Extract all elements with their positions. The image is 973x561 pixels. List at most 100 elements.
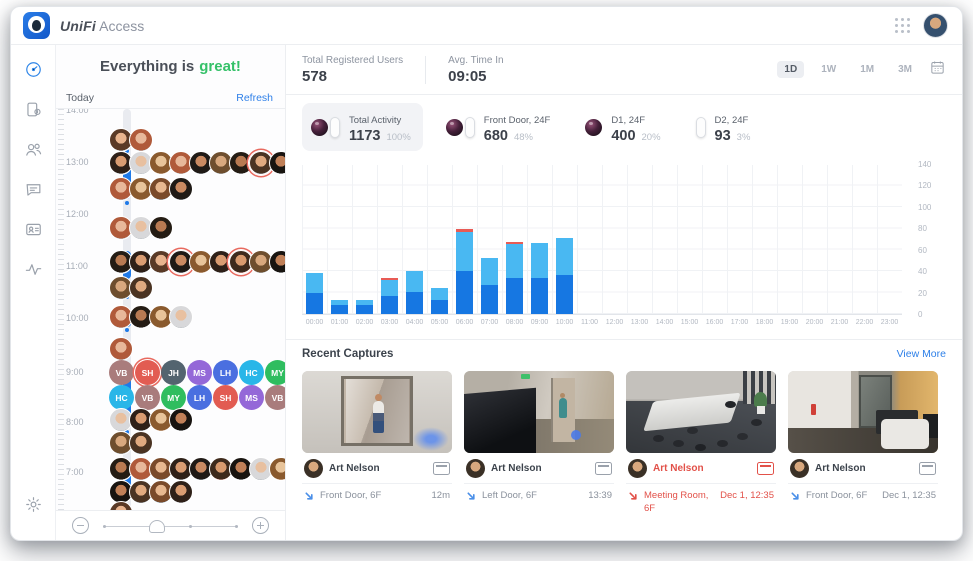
apps-grid-icon[interactable] [895,17,911,34]
timeline-ruler [58,109,64,510]
activity-card-total-activity[interactable]: Total Activity 1173 100% [302,103,423,151]
person-avatar[interactable] [149,216,173,240]
person-avatar[interactable] [229,250,253,274]
capture-time: Dec 1, 12:35 [882,490,936,501]
user-avatar[interactable] [923,13,948,38]
person-initials-badge[interactable]: LH [187,385,212,410]
capture-location: Front Door, 6F [806,490,868,501]
sidebar-item-id-card[interactable] [19,215,47,243]
y-tick-label: 20 [918,288,927,298]
chart-bar-01:00[interactable] [331,300,348,314]
zoom-out-button[interactable] [72,517,89,534]
capture-card: Art Nelson Meeting Room, 6F Dec 1, 12:35 [626,371,776,540]
person-avatar[interactable] [269,250,285,274]
door-reader-icon [445,116,475,138]
chart-bar-08:00[interactable] [506,242,523,314]
sidebar-item-feedback[interactable] [19,175,47,203]
refresh-link[interactable]: Refresh [236,91,273,104]
chart-bar-03:00[interactable] [381,277,398,314]
person-avatar[interactable] [169,305,193,329]
x-tick-label: 08:00 [505,319,524,326]
person-avatar[interactable] [109,501,133,510]
activity-card-front-door-24f[interactable]: Front Door, 24F 680 48% [437,103,563,151]
access-card-icon[interactable] [757,462,774,475]
chart-bar-09:00[interactable] [531,243,548,314]
zoom-in-button[interactable] [252,517,269,534]
chart-bar-04:00[interactable] [406,271,423,314]
chart-bar-02:00[interactable] [356,300,373,314]
person-initials-badge[interactable]: VB [135,385,160,410]
timeline-event-row [109,431,283,455]
person-initials-badge[interactable]: HC [109,385,134,410]
sidebar-item-users[interactable] [19,135,47,163]
timeline-event-row [109,216,283,240]
person-initials-badge[interactable]: LH [213,360,238,385]
calendar-icon[interactable] [929,59,946,81]
sidebar-item-dashboard[interactable] [19,55,47,83]
x-tick-label: 03:00 [380,319,399,326]
person-avatar[interactable] [269,457,285,481]
person-initials-badge[interactable]: MY [161,385,186,410]
chart-bar-10:00[interactable] [556,237,573,314]
person-initials-badge[interactable]: MY [265,360,285,385]
person-initials-badge[interactable]: MS [187,360,212,385]
person-avatar[interactable] [129,431,153,455]
unifi-access-logo-icon[interactable] [23,12,50,39]
today-label: Today [66,91,95,104]
stats-row: Total Registered Users 578 Avg. Time In … [286,45,962,95]
range-option-1d[interactable]: 1D [777,61,805,78]
person-initials-badge[interactable]: SH [213,385,238,410]
timeline-event-row [109,457,285,481]
x-tick-label: 22:00 [855,319,874,326]
chart-bar-06:00[interactable] [456,229,473,314]
sidebar-item-activity[interactable] [19,255,47,283]
person-initials-badge[interactable]: VB [109,360,134,385]
dashboard-panel: Total Registered Users 578 Avg. Time In … [286,45,962,540]
person-initials-badge[interactable]: HC [239,360,264,385]
activity-cards-row: Total Activity 1173 100% Front Door, 24F 680… [286,99,962,155]
sidebar-item-doors[interactable] [19,95,47,123]
chart-bar-07:00[interactable] [481,258,498,314]
y-tick-label: 80 [918,224,927,234]
range-option-3m[interactable]: 3M [898,64,912,75]
person-avatar[interactable] [109,337,133,361]
camera-thumbnail[interactable] [302,371,452,453]
sidebar-item-settings[interactable] [19,490,47,518]
chart-bar-05:00[interactable] [431,288,448,314]
timeline-event-row [109,128,283,152]
timeline-zoom-slider[interactable] [103,518,238,534]
y-tick-label: 120 [918,181,932,191]
camera-thumbnail[interactable] [464,371,614,453]
person-initials-badge[interactable]: VB [265,385,285,410]
timeline-hour-label: 8:00 [66,417,84,427]
person-avatar[interactable] [109,431,133,455]
x-tick-label: 13:00 [630,319,649,326]
access-card-icon[interactable] [919,462,936,475]
camera-thumbnail[interactable] [788,371,938,453]
access-card-icon[interactable] [433,462,450,475]
access-card-icon[interactable] [595,462,612,475]
chart-bar-00:00[interactable] [306,273,323,314]
person-initials-badge[interactable]: SH [135,360,160,385]
card-value: 400 [611,128,636,144]
person-avatar[interactable] [169,408,193,432]
range-option-1m[interactable]: 1M [860,64,875,75]
entry-arrow-icon [304,491,315,505]
card-label: D1, 24F [611,115,646,126]
person-avatar[interactable] [169,480,193,504]
person-avatar[interactable] [129,276,153,300]
camera-thumbnail[interactable] [626,371,776,453]
activity-card-d1-24f[interactable]: D1, 24F 400 20% [576,103,672,151]
person-initials-badge[interactable]: JH [161,360,186,385]
person-avatar[interactable] [269,151,285,175]
activity-card-d2-24f[interactable]: D2, 24F 93 3% [687,103,763,151]
view-more-link[interactable]: View More [896,347,946,360]
range-option-1w[interactable]: 1W [821,64,837,75]
entry-arrow-icon [466,491,477,505]
person-avatar[interactable] [169,177,193,201]
capture-person-name: Art Nelson [653,463,704,474]
person-avatar[interactable] [129,128,153,152]
slider-handle[interactable] [148,519,165,533]
person-initials-badge[interactable]: MS [239,385,264,410]
x-tick-label: 01:00 [330,319,349,326]
